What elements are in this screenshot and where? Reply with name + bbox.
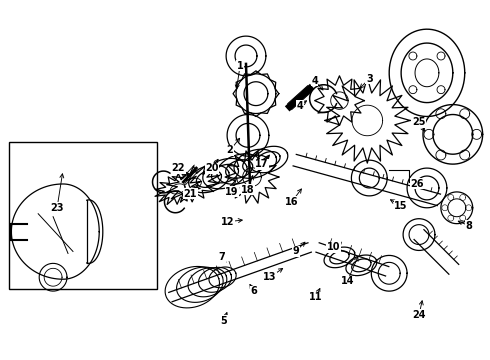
Text: 4: 4 <box>311 76 318 86</box>
Text: 22: 22 <box>172 163 185 173</box>
Text: 18: 18 <box>241 185 255 195</box>
Text: 11: 11 <box>309 292 322 302</box>
Text: 26: 26 <box>410 179 424 189</box>
Text: 4: 4 <box>296 100 303 111</box>
Text: 13: 13 <box>263 272 277 282</box>
Text: 2: 2 <box>227 145 233 155</box>
Text: 14: 14 <box>341 276 354 286</box>
Text: 24: 24 <box>412 310 426 320</box>
Text: 8: 8 <box>466 221 472 231</box>
Text: 20: 20 <box>205 163 219 173</box>
Bar <box>9 142 156 289</box>
Text: 1: 1 <box>237 61 244 71</box>
Text: 10: 10 <box>327 243 340 252</box>
Text: 9: 9 <box>293 247 299 256</box>
Text: 16: 16 <box>285 197 298 207</box>
Text: 25: 25 <box>412 117 426 127</box>
Text: 21: 21 <box>184 189 197 199</box>
Text: 19: 19 <box>225 187 239 197</box>
Text: 3: 3 <box>366 74 373 84</box>
Text: 6: 6 <box>250 286 257 296</box>
Text: 5: 5 <box>220 316 227 326</box>
Text: 15: 15 <box>394 201 408 211</box>
Text: 23: 23 <box>50 203 64 213</box>
Text: 12: 12 <box>221 217 235 227</box>
Text: 7: 7 <box>219 252 225 262</box>
Text: 17: 17 <box>255 159 269 169</box>
